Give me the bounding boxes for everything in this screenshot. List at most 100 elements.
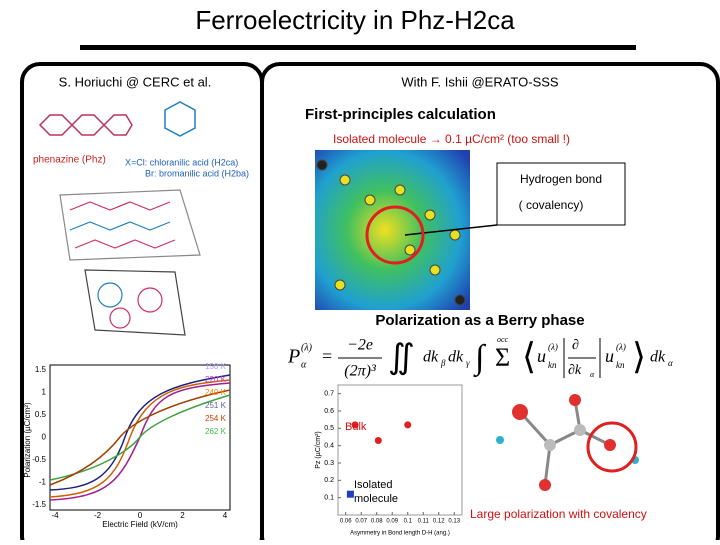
formula-part: α <box>301 359 307 370</box>
right-credit: With F. Ishii @ERATO-SSS <box>401 74 559 89</box>
x-tick-label: 2 <box>180 511 185 520</box>
hysteresis-curve <box>49 379 231 498</box>
y-tick-label: -1.5 <box>32 500 46 509</box>
y-tick-label: 0.2 <box>324 477 334 484</box>
formula-part: dk <box>650 349 666 366</box>
formula-part: α <box>668 358 673 368</box>
left-credit: S. Horiuchi @ CERC et al. <box>59 74 212 89</box>
acid-label: X=Cl: chloranilic acid (H2ca) <box>125 157 238 167</box>
hbond-label: ( covalency) <box>519 198 584 212</box>
y-tick-label: 0.5 <box>35 410 47 419</box>
formula-part: −2e <box>347 337 373 354</box>
y-tick-label: -0.5 <box>32 455 46 464</box>
y-tick-label: 0.5 <box>324 425 334 432</box>
y-axis-label: Pz (µC/cm²) <box>315 431 322 468</box>
isolated-note: Isolated molecule → 0.1 µC/cm² (too smal… <box>333 132 570 146</box>
section-heading: First-principles calculation <box>305 106 496 123</box>
x-tick-label: 0.08 <box>371 519 383 525</box>
pointer-line <box>404 224 498 236</box>
hysteresis-curve <box>49 382 231 501</box>
ball-stick-molecule <box>496 394 639 491</box>
plot-frame <box>337 384 463 516</box>
acid-label: Br: bromanilic acid (H2ba) <box>145 168 249 178</box>
sum: Σ <box>495 343 510 372</box>
x-tick-label: 0.1 <box>404 519 413 525</box>
y-tick-label: 0 <box>42 433 47 442</box>
bulk-label: Bulk <box>345 421 367 433</box>
right-panel <box>260 62 720 545</box>
x-tick-label: 0.13 <box>448 519 460 525</box>
y-tick-label: -1 <box>39 478 47 487</box>
y-tick-label: 1 <box>42 388 47 397</box>
molecule-overlay <box>316 159 466 306</box>
formula-part: ∂k <box>568 363 582 378</box>
formula-part: u <box>605 346 614 366</box>
formula-part: dk <box>423 349 439 366</box>
y-tick-label: 0.7 <box>324 391 334 398</box>
plot-frame <box>49 364 231 511</box>
scatter-plot: 0.7 0.6 0.5 0.4 0.3 0.2 0.1 0.06 0.07 0.08 0.09 0.1… <box>315 384 463 537</box>
phenazine-label: phenazine (Phz) <box>33 155 106 166</box>
highlight-circle <box>586 421 638 473</box>
formula: P (λ) α = −2e (2π)³ ∬ dk β dk γ ∫ Σ occ … <box>287 335 673 380</box>
formula-part: occ <box>497 335 509 344</box>
phenazine-structure <box>38 114 133 136</box>
hysteresis-curve <box>49 389 231 486</box>
y-tick-label: 0.1 <box>324 495 334 502</box>
formula-part: = <box>322 346 332 366</box>
x-tick-label: -4 <box>51 511 59 520</box>
acid-structure <box>164 101 196 137</box>
integral: ∫ <box>473 339 487 378</box>
x-tick-label: 0 <box>138 511 143 520</box>
conclusion: Large polarization with covalency <box>470 507 647 521</box>
berry-heading: Polarization as a Berry phase <box>375 312 584 329</box>
y-tick-label: 0.4 <box>324 443 334 450</box>
hysteresis-curve <box>49 394 231 481</box>
formula-part: (λ) <box>301 342 313 353</box>
label-line: Isolated <box>354 479 396 491</box>
bracket: ⟩ <box>632 336 646 376</box>
formula-part: α <box>590 370 595 379</box>
data-point <box>351 421 359 429</box>
formula-part: kn <box>616 360 625 370</box>
data-point <box>404 421 412 429</box>
y-tick-label: 1.5 <box>35 365 47 374</box>
formula-part: β <box>440 358 446 368</box>
title: Ferroelectricity in Phz-H2ca <box>195 5 515 35</box>
legend-label: 150 K <box>205 362 227 371</box>
x-tick-label: 0.07 <box>355 519 367 525</box>
highlight-circle <box>365 205 425 265</box>
formula-part: P <box>287 346 300 368</box>
x-axis-label: Electric Field (kV/cm) <box>102 520 178 529</box>
formula-part: (λ) <box>616 342 626 352</box>
formula-part: u <box>537 346 546 366</box>
hbond-label: Hydrogen bond <box>520 172 602 186</box>
hysteresis-curve <box>49 374 231 491</box>
formula-part: γ <box>466 358 470 368</box>
x-tick-label: 0.12 <box>433 519 445 525</box>
crystal-structure <box>59 189 201 336</box>
formula-part: (λ) <box>548 342 558 352</box>
label-line: molecule <box>354 493 398 505</box>
y-axis-label: Polarization (µC/cm²) <box>23 402 32 478</box>
formula-part: dk <box>448 349 464 366</box>
integral: ∬ <box>388 339 415 376</box>
x-tick-label: -2 <box>94 511 102 520</box>
legend-label: 254 K <box>205 414 227 423</box>
x-axis-label: Asymmetry in Bond length D-H (ang.) <box>350 531 450 537</box>
formula-part: (2π)³ <box>344 363 376 380</box>
x-tick-label: 4 <box>223 511 228 520</box>
legend-label: 251 K <box>205 401 227 410</box>
x-tick-label: 0.11 <box>418 519 430 525</box>
formula-part: ∂ <box>572 338 579 353</box>
formula-part: kn <box>548 360 557 370</box>
legend-label: 220 K <box>205 375 227 384</box>
data-point <box>374 436 382 444</box>
x-tick-label: 0.09 <box>386 519 398 525</box>
bracket: ⟨ <box>522 336 536 376</box>
y-tick-label: 0.6 <box>324 408 334 415</box>
legend-label: 262 K <box>205 427 227 436</box>
legend-label: 240 K <box>205 388 227 397</box>
data-point <box>346 490 354 498</box>
